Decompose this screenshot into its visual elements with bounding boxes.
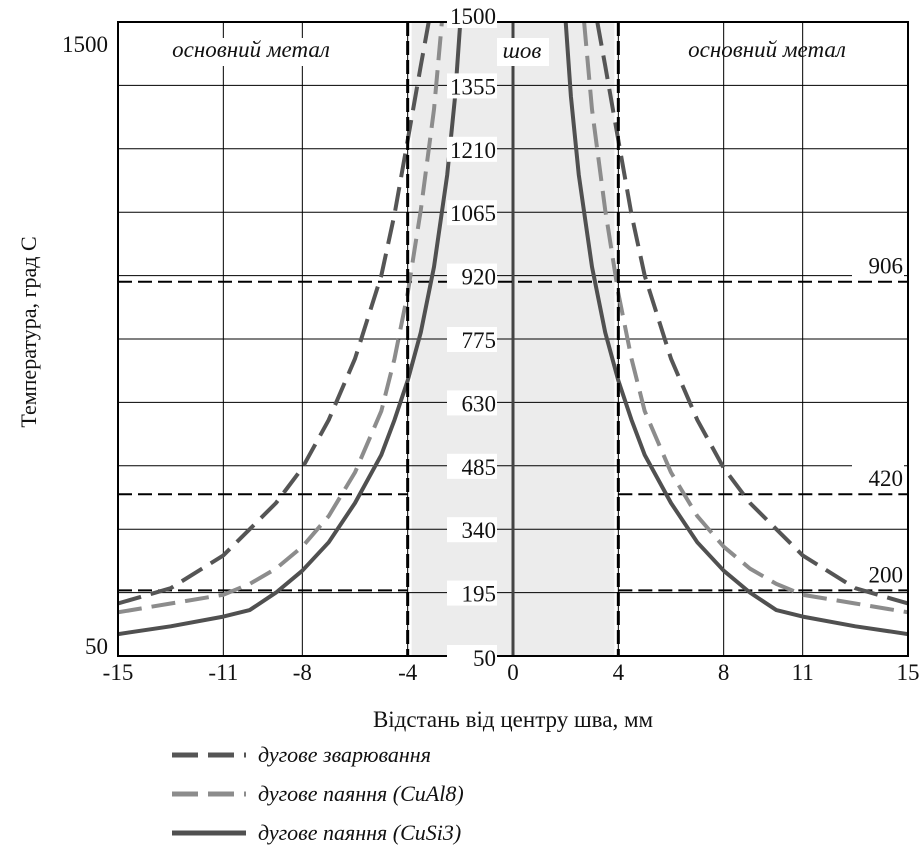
center-tick-label: 50	[473, 646, 496, 671]
center-tick-label-bg	[447, 453, 497, 479]
reference-label-bg	[852, 251, 904, 278]
center-tick-label: 920	[462, 265, 497, 290]
center-tick-label: 1210	[450, 138, 496, 163]
center-tick-label: 630	[462, 391, 497, 416]
center-tick-label: 1065	[450, 201, 496, 226]
series-line-3	[118, 22, 463, 637]
center-tick-label-bg	[447, 645, 497, 670]
center-tick-label-bg	[447, 327, 497, 352]
x-tick-label: -15	[103, 660, 134, 685]
series-line-1	[118, 22, 431, 606]
region-label-left: основний метал	[172, 37, 330, 62]
center-tick-label: 195	[462, 582, 497, 607]
x-tick-label: 11	[792, 660, 814, 685]
center-tick-label: 775	[462, 328, 497, 353]
series-line-1	[595, 22, 908, 606]
y-tick-label: 50	[85, 634, 108, 659]
y-tick-label: 1500	[62, 32, 108, 57]
center-axis-tick-labels: 1500 1355 1210 1065 920 775 630 485 340 195 50	[447, 3, 497, 671]
center-tick-label: 340	[462, 518, 497, 543]
center-tick-label: 1500	[450, 4, 496, 29]
region-label-right: основний метал	[688, 37, 846, 62]
center-tick-label-bg	[447, 73, 497, 99]
x-tick-label: 4	[613, 660, 625, 685]
weld-boundaries	[406, 22, 620, 656]
center-tick-label-bg	[447, 136, 497, 162]
x-tick-label: -8	[293, 660, 312, 685]
x-tick-label: 15	[897, 660, 920, 685]
center-tick-label-bg	[447, 3, 497, 28]
region-label-center-bg	[497, 38, 549, 66]
center-tick-label-bg	[447, 517, 497, 543]
center-tick-label-bg	[447, 200, 497, 226]
x-tick-label: -11	[208, 660, 238, 685]
center-tick-label: 485	[462, 455, 497, 480]
series-line-2	[118, 22, 444, 615]
x-axis-title: Відстань від центру шва, мм	[373, 707, 654, 732]
x-tick-label: 0	[507, 660, 519, 685]
series-line-2	[582, 22, 908, 615]
reference-label-bg	[852, 560, 904, 587]
plot-frame	[117, 21, 909, 657]
y-axis-tick-labels: 1500 50	[62, 32, 108, 659]
center-tick-label-bg	[447, 263, 497, 289]
reference-label: 906	[869, 254, 904, 279]
reference-label: 420	[869, 466, 904, 491]
region-label-center: шов	[503, 38, 542, 63]
reference-label-bg	[852, 464, 904, 491]
region-label-left-bg	[148, 38, 354, 66]
x-axis-tick-labels: -15 -11 -8 -4 0 4 8 11 15	[103, 660, 920, 685]
series-line-3	[563, 22, 908, 637]
reference-label: 200	[869, 562, 904, 587]
x-tick-label: 8	[718, 660, 730, 685]
legend-label: дугове паяння (CuSi3)	[258, 820, 461, 845]
legend: дугове зварювання дугове паяння (CuAl8) ду…	[172, 742, 464, 845]
center-tick-label-bg	[447, 390, 497, 416]
center-tick-label-bg	[447, 580, 497, 606]
legend-label: дугове зварювання	[258, 742, 431, 767]
center-tick-label: 1355	[450, 74, 496, 99]
y-axis-title: Температура, град С	[16, 236, 41, 427]
legend-label: дугове паяння (CuAl8)	[258, 781, 464, 806]
x-tick-label: -4	[398, 660, 418, 685]
grid	[118, 22, 908, 656]
